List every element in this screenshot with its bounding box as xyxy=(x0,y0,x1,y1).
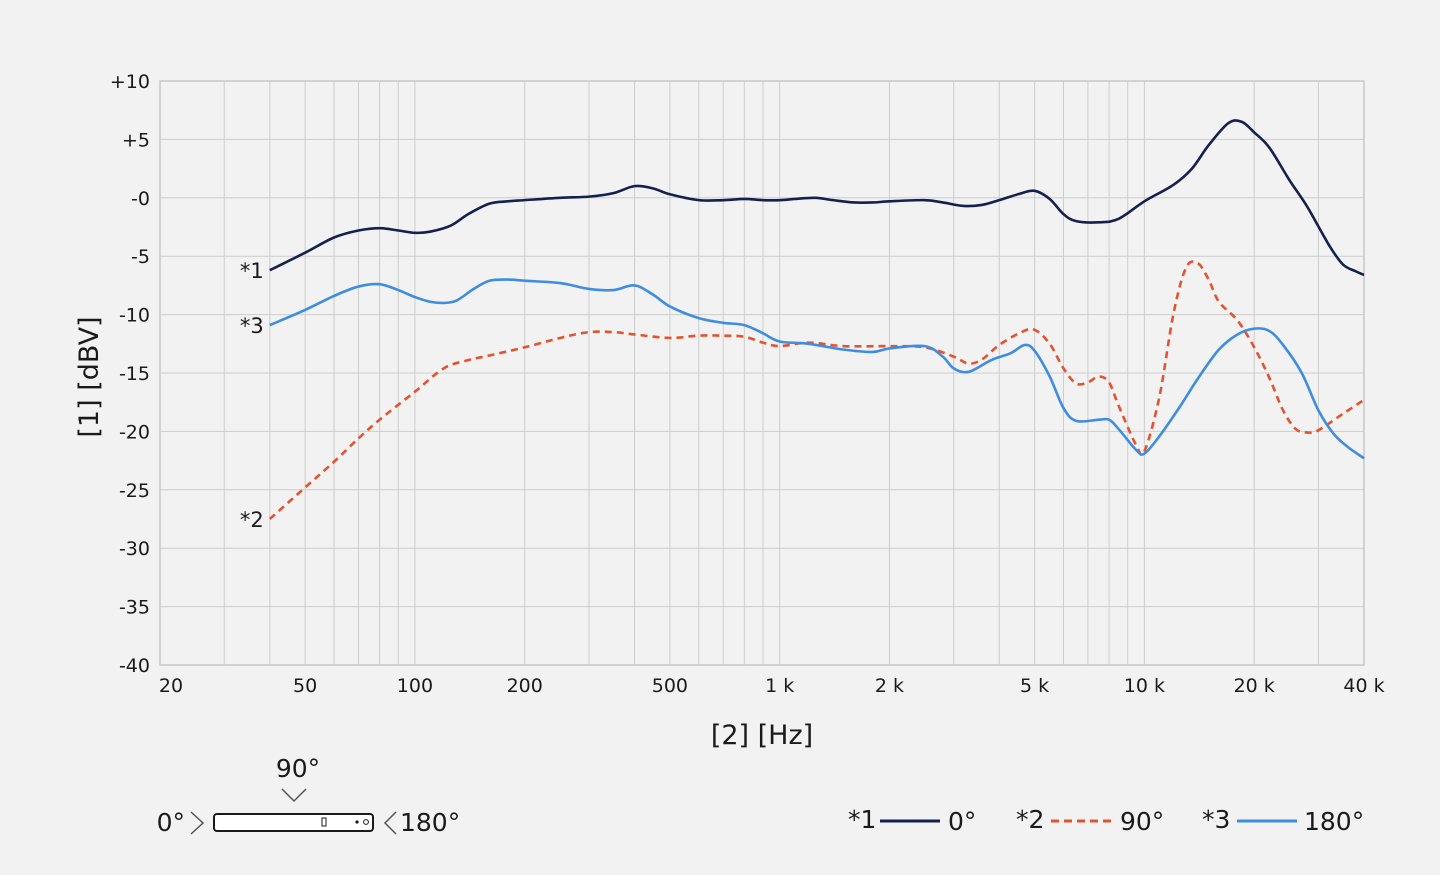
x-tick-label: 2 k xyxy=(875,675,904,697)
legend-tag-3: *3 xyxy=(1202,805,1230,834)
y-tick-label: -10 xyxy=(119,305,150,327)
x-tick-label: 50 xyxy=(293,675,317,697)
y-tick-label: -40 xyxy=(119,655,150,677)
y-tick-label: -35 xyxy=(119,597,150,619)
plot-area-border xyxy=(159,80,1365,666)
legend-tag-1: *1 xyxy=(848,805,876,834)
legend-label-0deg: 0° xyxy=(948,807,976,836)
x-tick-label: 100 xyxy=(397,675,433,697)
series-line-3 xyxy=(269,278,1365,460)
angle-180-pointer-icon xyxy=(383,811,397,835)
x-tick-label: 200 xyxy=(507,675,543,697)
x-tick-label: 20 xyxy=(159,675,183,697)
series-tags: *1 *2 *3 xyxy=(240,259,264,532)
angle-180-label: 180° xyxy=(400,808,460,837)
legend-label-90deg: 90° xyxy=(1120,807,1164,836)
y-tick-label: +10 xyxy=(110,71,150,93)
y-tick-label: -20 xyxy=(119,421,150,443)
x-tick-label: 10 k xyxy=(1124,675,1165,697)
orientation-diagram: 90° 0° 180° xyxy=(157,754,461,837)
y-tick-label: +5 xyxy=(122,129,150,151)
series-line-2 xyxy=(268,260,1365,520)
x-tick-label: 40 k xyxy=(1343,675,1384,697)
microphone-port-icon xyxy=(363,819,369,825)
microphone-body-icon xyxy=(213,813,374,832)
y-tick-label: -25 xyxy=(119,480,150,502)
y-axis-ticks: +10 +5 -0 -5 -10 -15 -20 -25 -30 -35 -40 xyxy=(110,71,150,677)
x-axis-ticks: 20 50 100 200 500 1 k 2 k 5 k 10 k 20 k 40 k xyxy=(159,675,1385,697)
x-axis-title: [2] [Hz] xyxy=(711,720,813,751)
y-tick-label: -15 xyxy=(119,363,150,385)
microphone-switch-icon xyxy=(321,817,327,827)
angle-90-pointer-icon xyxy=(281,788,307,803)
legend-label-180deg: 180° xyxy=(1304,807,1364,836)
y-axis-title: [1] [dBV] xyxy=(74,316,105,437)
angle-90-label: 90° xyxy=(276,754,320,783)
angle-0-label: 0° xyxy=(157,808,185,837)
series-lines xyxy=(268,119,1365,520)
series-line-1 xyxy=(269,119,1365,277)
grid xyxy=(160,80,1364,666)
legend: *1 0° *2 90° *3 180° xyxy=(848,805,1364,836)
y-tick-label: -30 xyxy=(119,538,150,560)
microphone-dot-icon xyxy=(355,820,359,824)
x-tick-label: 20 k xyxy=(1234,675,1275,697)
angle-0-pointer-icon xyxy=(190,811,205,835)
series-tag-2: *2 xyxy=(240,508,264,532)
y-tick-label: -5 xyxy=(131,246,150,268)
x-tick-label: 1 k xyxy=(765,675,794,697)
x-tick-label: 500 xyxy=(652,675,688,697)
series-tag-3: *3 xyxy=(240,314,264,338)
series-tag-1: *1 xyxy=(240,259,264,283)
x-tick-label: 5 k xyxy=(1020,675,1049,697)
y-tick-label: -0 xyxy=(131,188,150,210)
legend-tag-2: *2 xyxy=(1016,805,1044,834)
